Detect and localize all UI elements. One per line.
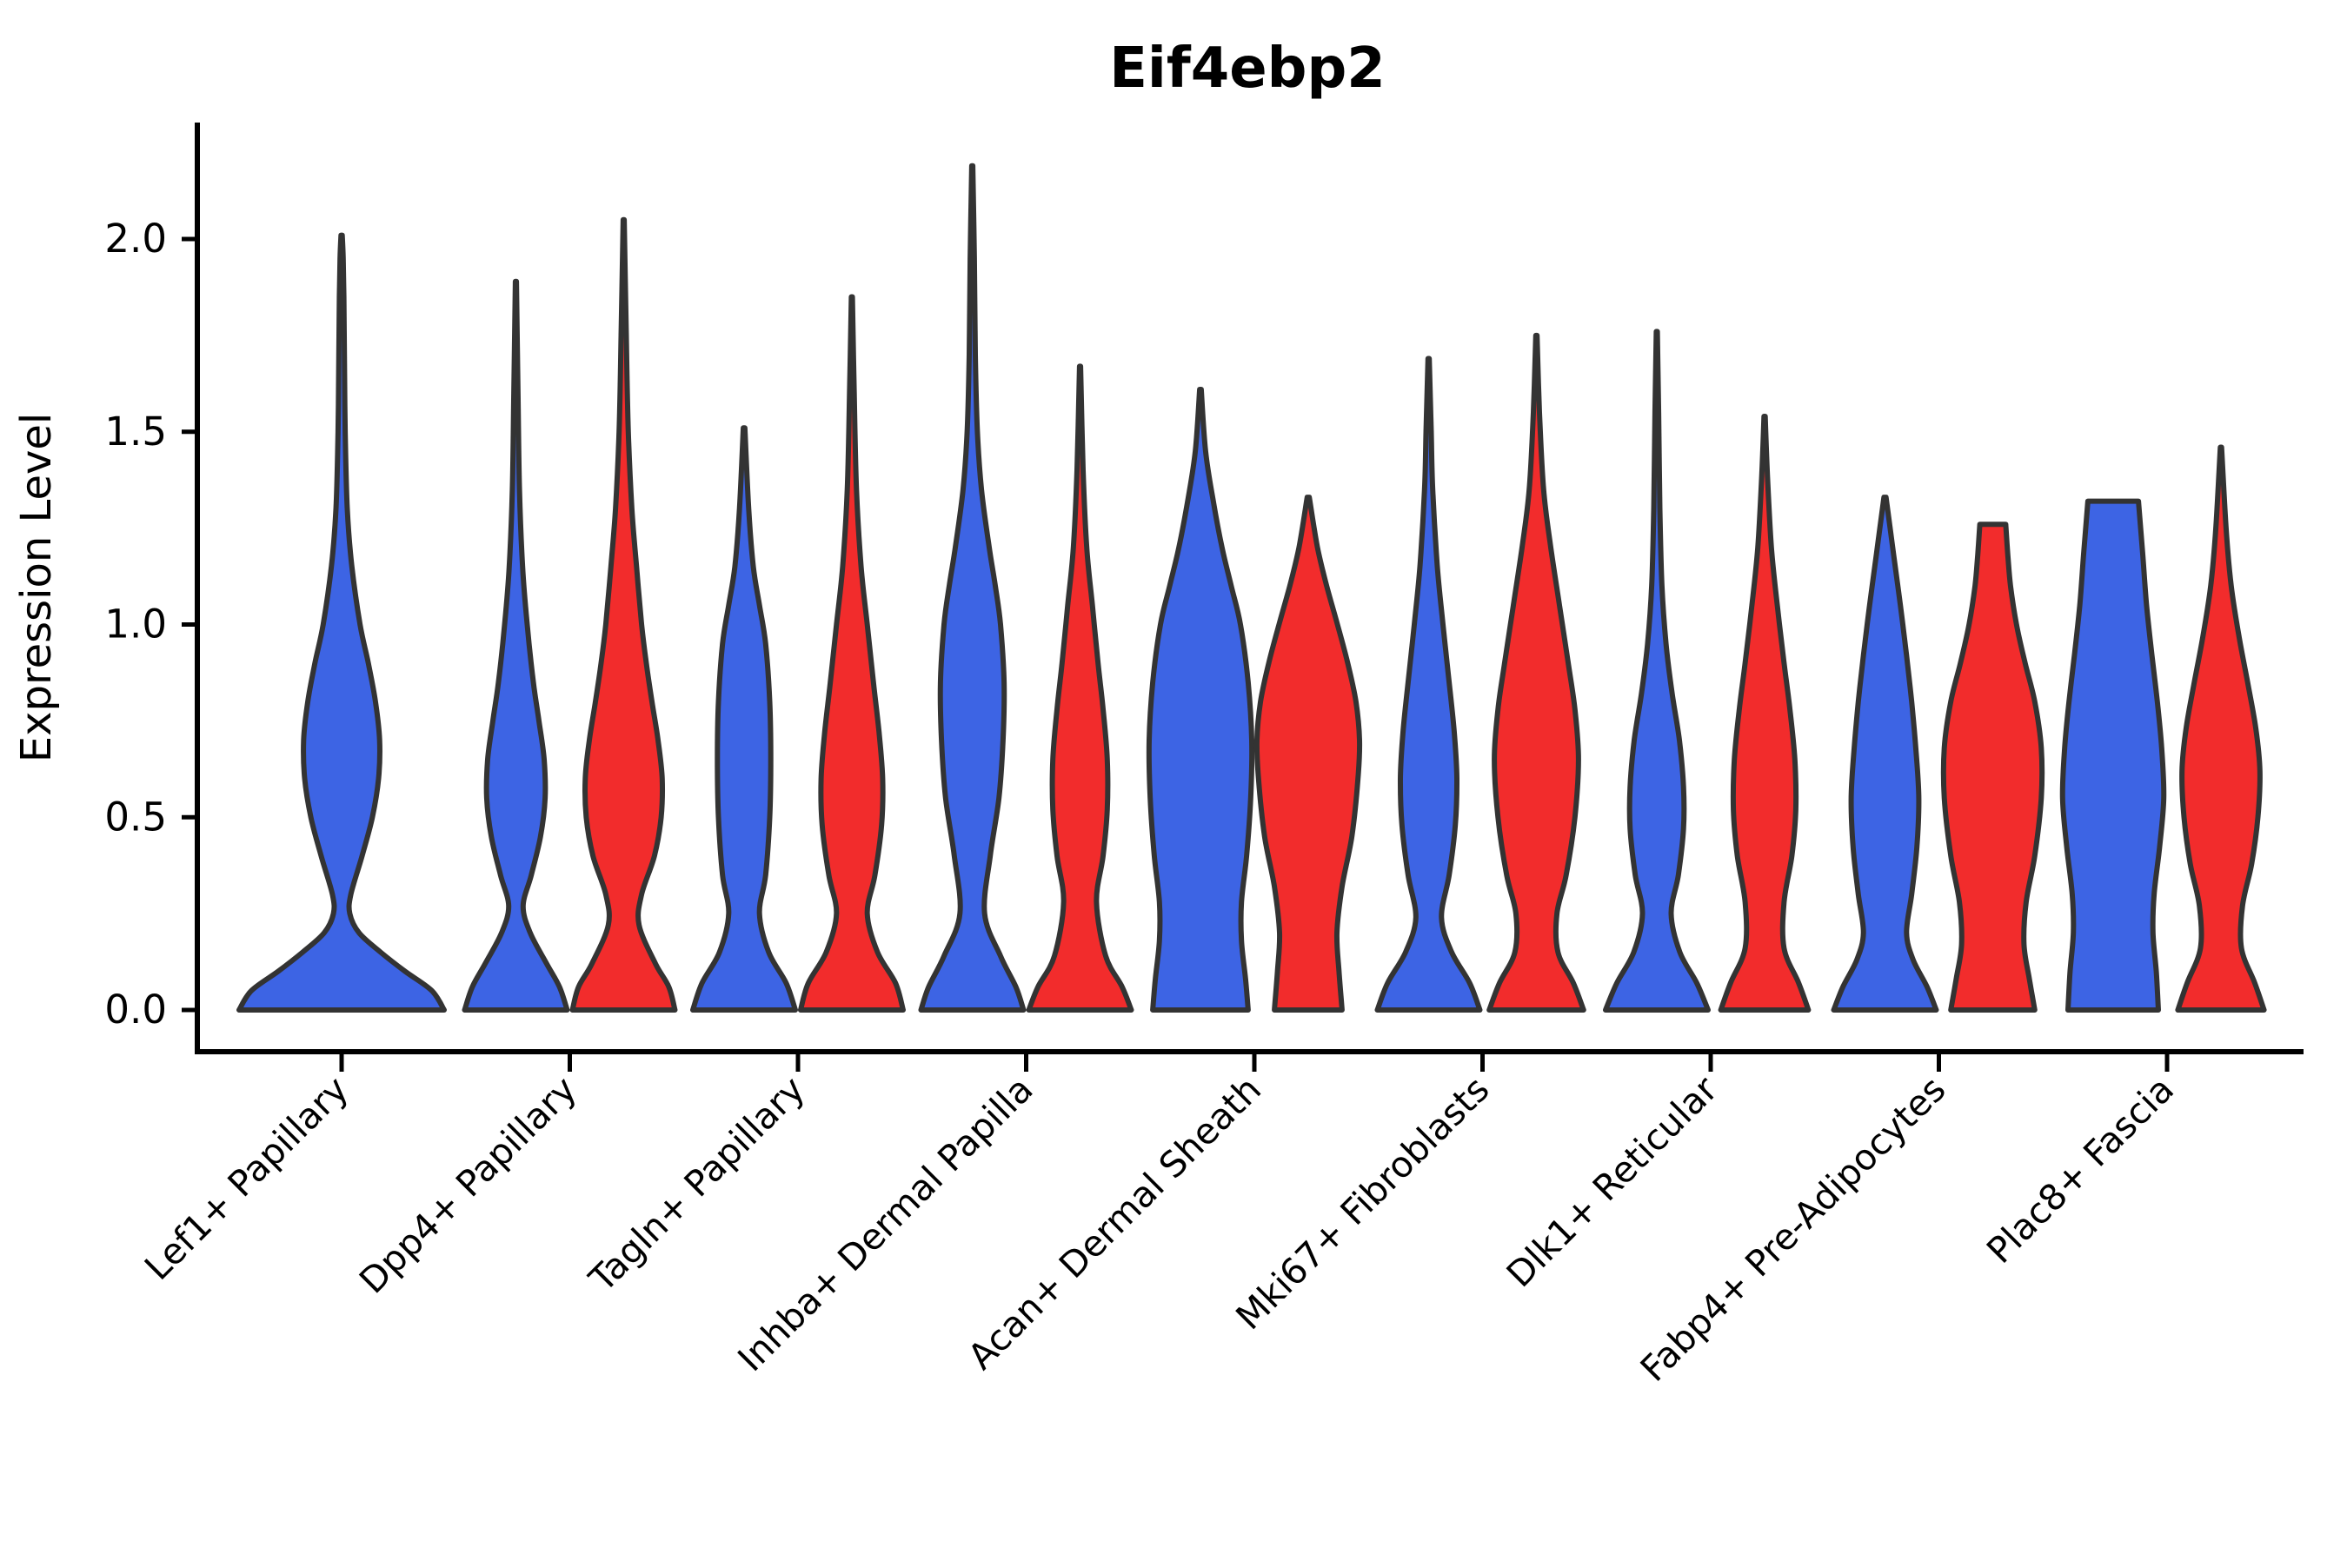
y-tick-label: 0.5	[104, 794, 167, 840]
violin-blue-0	[236, 232, 447, 1013]
y-tick-label: 2.0	[104, 216, 167, 262]
violin-blue-8	[2059, 498, 2167, 1013]
x-tick-label-0: Lef1+ Papillary	[136, 1068, 356, 1288]
y-tick-label: 0.0	[104, 987, 167, 1033]
y-tick-label: 1.0	[104, 601, 167, 648]
x-tick-label-2: Tagln+ Papillary	[581, 1068, 813, 1300]
x-tick-label-6: Dlk1+ Reticular	[1499, 1068, 1725, 1295]
violin-red-8	[2175, 444, 2267, 1013]
y-axis-ticks: 0.0 0.5 1.0 1.5 2.0	[104, 216, 197, 1033]
x-tick-label-5: Mki67+ Fibroblasts	[1228, 1068, 1498, 1338]
violin-blue-2	[690, 425, 798, 1013]
violin-blue-3	[918, 163, 1027, 1013]
x-tick-label-1: Dpp4+ Papillary	[351, 1068, 584, 1301]
y-axis-label: Expression Level	[12, 413, 61, 763]
violin-red-5	[1486, 332, 1586, 1013]
violin-blue-7	[1831, 495, 1939, 1013]
chart-title: Eif4ebp2	[1109, 37, 1386, 101]
violin-red-1	[569, 216, 678, 1013]
violin-red-6	[1718, 414, 1812, 1013]
violin-blue-1	[462, 278, 570, 1013]
violin-blue-5	[1374, 355, 1483, 1013]
violin-blue-4	[1146, 387, 1255, 1013]
violin-red-4	[1253, 495, 1363, 1013]
x-tick-label-8: Plac8+ Fascia	[1978, 1068, 2182, 1272]
violin-red-7	[1940, 522, 2045, 1013]
violin-series-group	[236, 163, 2267, 1013]
violin-red-2	[798, 294, 906, 1013]
y-tick-label: 1.5	[104, 409, 167, 455]
violin-blue-6	[1603, 329, 1711, 1013]
violin-red-3	[1026, 363, 1134, 1013]
